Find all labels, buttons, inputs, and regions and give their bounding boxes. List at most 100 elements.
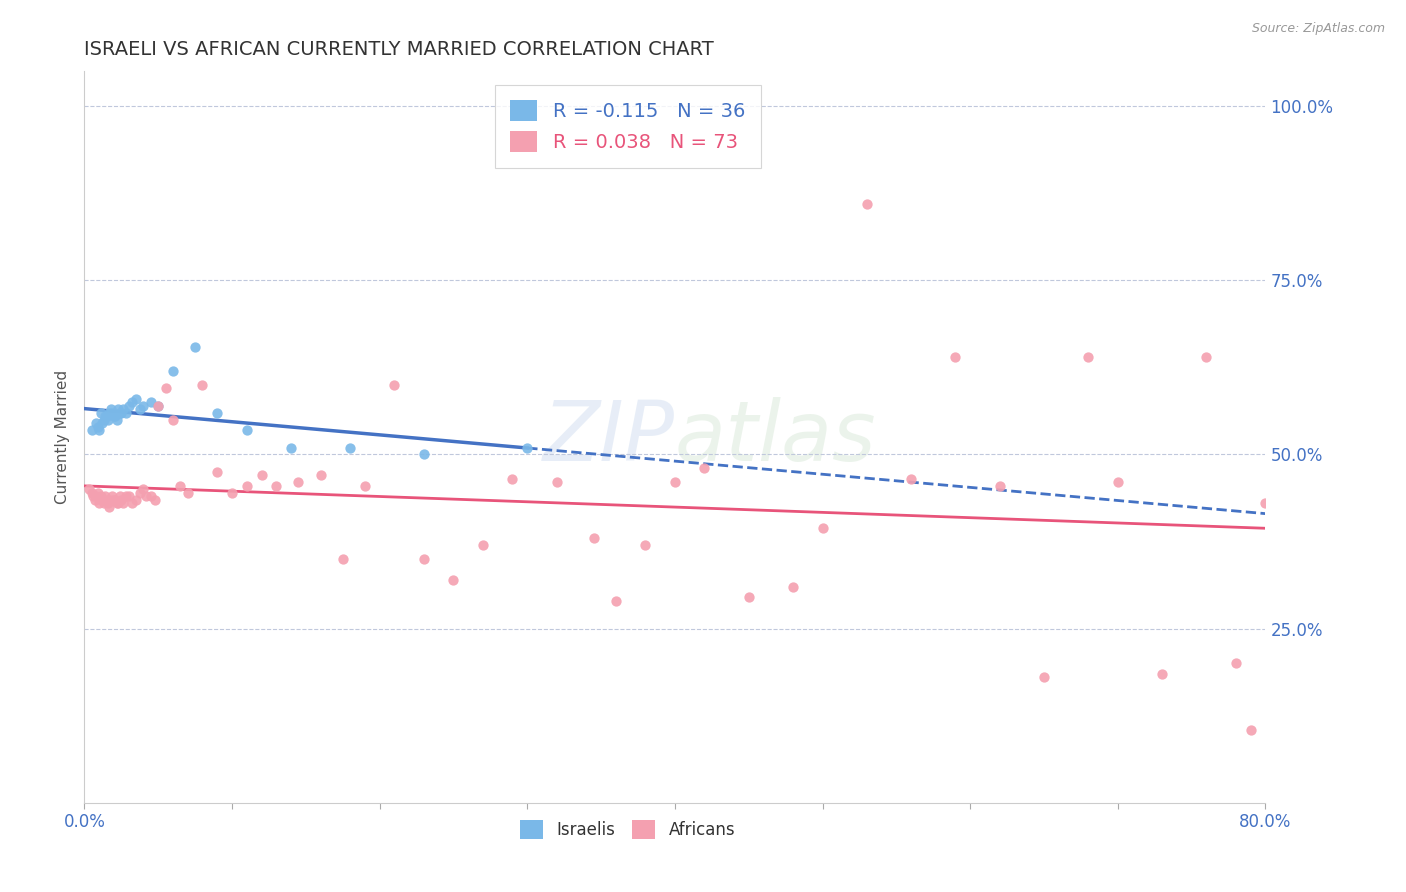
- Point: [135, 489, 157, 503]
- Point: [221, 485, 243, 500]
- Point: [988, 479, 1011, 493]
- Point: [162, 364, 184, 378]
- Point: [693, 461, 716, 475]
- Point: [100, 492, 122, 507]
- Point: [93, 496, 115, 510]
- Point: [84, 416, 107, 430]
- Point: [100, 402, 122, 417]
- Point: [1225, 657, 1247, 671]
- Point: [236, 479, 259, 493]
- Point: [413, 552, 436, 566]
- Point: [114, 489, 136, 503]
- Point: [86, 485, 108, 500]
- Point: [250, 468, 273, 483]
- Text: Source: ZipAtlas.com: Source: ZipAtlas.com: [1251, 22, 1385, 36]
- Point: [129, 485, 152, 500]
- Point: [107, 402, 129, 417]
- Point: [121, 496, 143, 510]
- Point: [84, 489, 107, 503]
- Point: [139, 395, 162, 409]
- Point: [98, 500, 121, 514]
- Point: [148, 399, 170, 413]
- Point: [108, 489, 131, 503]
- Point: [93, 412, 115, 426]
- Point: [87, 496, 111, 510]
- Point: [111, 402, 134, 417]
- Point: [129, 402, 152, 417]
- Legend: Israelis, Africans: Israelis, Africans: [513, 814, 742, 846]
- Point: [87, 423, 111, 437]
- Point: [354, 479, 377, 493]
- Point: [97, 496, 120, 510]
- Point: [103, 492, 125, 507]
- Point: [110, 406, 132, 420]
- Text: atlas: atlas: [675, 397, 876, 477]
- Point: [738, 591, 761, 605]
- Point: [104, 492, 127, 507]
- Point: [118, 399, 141, 413]
- Point: [107, 496, 129, 510]
- Point: [91, 492, 114, 507]
- Point: [782, 580, 804, 594]
- Point: [86, 419, 108, 434]
- Point: [80, 423, 103, 437]
- Point: [1254, 496, 1277, 510]
- Point: [1033, 670, 1056, 684]
- Point: [155, 381, 177, 395]
- Point: [98, 406, 121, 420]
- Point: [132, 483, 155, 497]
- Point: [1195, 350, 1218, 364]
- Point: [207, 406, 229, 420]
- Point: [94, 409, 117, 424]
- Point: [101, 489, 124, 503]
- Point: [582, 531, 605, 545]
- Point: [332, 552, 354, 566]
- Point: [811, 521, 834, 535]
- Point: [664, 475, 686, 490]
- Point: [900, 472, 922, 486]
- Point: [125, 392, 148, 406]
- Point: [413, 448, 436, 462]
- Point: [132, 399, 155, 413]
- Point: [90, 489, 112, 503]
- Point: [118, 489, 141, 503]
- Point: [108, 406, 131, 420]
- Point: [1240, 723, 1263, 737]
- Point: [114, 406, 136, 420]
- Text: ISRAELI VS AFRICAN CURRENTLY MARRIED CORRELATION CHART: ISRAELI VS AFRICAN CURRENTLY MARRIED COR…: [84, 39, 714, 59]
- Point: [382, 377, 406, 392]
- Point: [207, 465, 229, 479]
- Point: [1150, 667, 1173, 681]
- Point: [143, 492, 166, 507]
- Point: [82, 489, 104, 503]
- Point: [110, 492, 132, 507]
- Point: [945, 350, 967, 364]
- Point: [266, 479, 288, 493]
- Point: [856, 196, 879, 211]
- Point: [1077, 350, 1099, 364]
- Point: [77, 483, 100, 497]
- Point: [103, 409, 125, 424]
- Point: [121, 395, 143, 409]
- Point: [309, 468, 332, 483]
- Point: [101, 406, 124, 420]
- Y-axis label: Currently Married: Currently Married: [55, 370, 70, 504]
- Point: [472, 538, 495, 552]
- Point: [105, 412, 128, 426]
- Point: [104, 409, 127, 424]
- Point: [634, 538, 657, 552]
- Point: [90, 406, 112, 420]
- Point: [105, 496, 128, 510]
- Point: [139, 489, 162, 503]
- Point: [339, 441, 361, 455]
- Point: [80, 485, 103, 500]
- Point: [287, 475, 309, 490]
- Point: [1107, 475, 1129, 490]
- Point: [236, 423, 259, 437]
- Point: [169, 479, 191, 493]
- Point: [96, 409, 118, 424]
- Point: [162, 412, 184, 426]
- Point: [97, 412, 120, 426]
- Point: [443, 573, 465, 587]
- Point: [546, 475, 568, 490]
